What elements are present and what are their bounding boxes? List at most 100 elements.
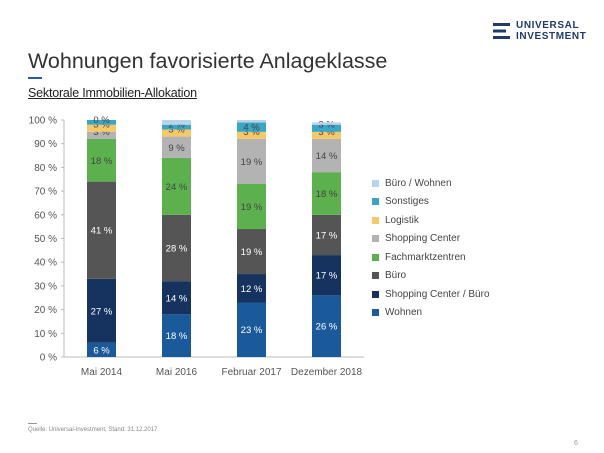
- legend-label: Büro: [385, 270, 407, 282]
- data-label: 19 %: [241, 157, 263, 168]
- data-label: 41 %: [91, 226, 113, 237]
- page-number: 6: [574, 440, 578, 447]
- data-label: 3 %: [93, 127, 110, 138]
- data-label: 19 %: [241, 202, 263, 213]
- data-label: 14 %: [316, 151, 338, 162]
- legend-item-fachmarktzentren: Fachmarktzentren: [372, 248, 490, 267]
- legend-label: Fachmarktzentren: [385, 251, 466, 263]
- data-label: 3 %: [243, 127, 260, 138]
- bar-segment-sonstiges: [162, 124, 191, 130]
- data-label: 12 %: [241, 284, 263, 295]
- y-tick-label: 70 %: [34, 187, 57, 198]
- bar-segment-logistik: [237, 131, 266, 139]
- legend-item-sonstiges: Sonstiges: [372, 193, 490, 212]
- legend-swatch: [372, 253, 379, 261]
- legend-swatch: [372, 179, 379, 187]
- y-tick-label: 20 %: [34, 305, 57, 316]
- data-label: 3 %: [93, 120, 110, 131]
- data-label: 17 %: [316, 230, 338, 241]
- y-tick-label: 60 %: [34, 210, 57, 221]
- legend-swatch: [372, 216, 379, 224]
- legend-item-shopping-center: Shopping Center: [372, 230, 490, 249]
- legend-item-shopping-center-buero: Shopping Center / Büro: [372, 285, 490, 304]
- data-label: 2 %: [168, 120, 185, 131]
- bar-segment-sonstiges: [237, 122, 266, 132]
- data-label: 18 %: [166, 331, 188, 342]
- data-label: 27 %: [91, 306, 113, 317]
- bar-segment-wohnen: [237, 302, 266, 357]
- legend-swatch: [372, 198, 379, 206]
- legend-label: Shopping Center / Büro: [385, 288, 490, 300]
- bar-segment-shopping-center-buero: [237, 274, 266, 303]
- bar-segment-fachmarktzentren: [87, 138, 116, 182]
- bar-segment-shopping-center-buero: [87, 278, 116, 343]
- company-logo: UNIVERSAL INVESTMENT: [492, 20, 592, 44]
- title-accent-rule: [28, 77, 42, 79]
- legend-label: Büro / Wohnen: [385, 177, 452, 189]
- data-label: 17 %: [316, 271, 338, 282]
- bar-segment-buero: [87, 181, 116, 279]
- data-label: 14 %: [166, 293, 188, 304]
- footer-rule: [28, 423, 37, 424]
- bar-segment-logistik: [162, 129, 191, 137]
- data-label: 28 %: [166, 243, 188, 254]
- legend-label: Shopping Center: [385, 233, 461, 245]
- data-label: 18 %: [91, 156, 113, 167]
- bar-segment-buero-wohnen: [162, 120, 191, 125]
- bar-segment-shopping-center-buero: [162, 281, 191, 315]
- data-label: 3 %: [318, 127, 335, 138]
- bar-segment-wohnen: [312, 295, 341, 357]
- data-label: 6 %: [93, 345, 110, 356]
- x-tick-label: Mai 2014: [81, 367, 123, 378]
- bar-segment-logistik: [87, 124, 116, 132]
- legend-label: Wohnen: [385, 307, 423, 319]
- page-title: Wohnungen favorisierte Anlageklasse: [28, 49, 388, 73]
- bar-segment-fachmarktzentren: [162, 157, 191, 215]
- data-label: 3 %: [318, 120, 335, 131]
- data-label: 3 %: [168, 124, 185, 135]
- chart-legend: Büro / Wohnen Sonstiges Logistik Shopping C…: [372, 174, 490, 322]
- logo-text-line1: UNIVERSAL: [516, 20, 580, 31]
- source-note: Quelle: Universal-Investment, Stand: 31.…: [28, 427, 158, 433]
- data-label: 26 %: [316, 322, 338, 333]
- legend-item-buero-wohnen: Büro / Wohnen: [372, 174, 490, 193]
- bar-segment-sonstiges: [87, 120, 116, 125]
- logo-mark-icon: [493, 23, 510, 39]
- legend-swatch: [372, 290, 379, 298]
- legend-swatch: [372, 272, 379, 280]
- bar-segment-buero: [162, 214, 191, 282]
- logo-text-line2: INVESTMENT: [516, 31, 587, 42]
- legend-label: Sonstiges: [385, 196, 429, 208]
- bar-segment-shopping-center: [87, 131, 116, 139]
- bar-segment-buero-wohnen: [237, 120, 266, 123]
- y-tick-label: 10 %: [34, 329, 57, 340]
- legend-swatch: [372, 309, 379, 317]
- data-label: 24 %: [166, 182, 188, 193]
- bar-segment-sonstiges: [312, 124, 341, 132]
- legend-label: Logistik: [385, 214, 419, 226]
- bar-segment-buero: [312, 214, 341, 256]
- bar-segment-fachmarktzentren: [312, 172, 341, 215]
- bar-segment-shopping-center: [237, 138, 266, 184]
- data-label: 4 %: [243, 123, 260, 134]
- bar-segment-wohnen: [162, 314, 191, 357]
- x-tick-label: Februar 2017: [221, 367, 281, 378]
- bar-segment-buero: [237, 229, 266, 275]
- data-label: 19 %: [241, 247, 263, 258]
- legend-item-wohnen: Wohnen: [372, 304, 490, 323]
- bar-segment-shopping-center: [162, 136, 191, 158]
- y-tick-label: 90 %: [34, 139, 57, 150]
- bar-segment-logistik: [312, 131, 341, 139]
- y-tick-label: 40 %: [34, 258, 57, 269]
- bar-segment-shopping-center: [312, 138, 341, 173]
- data-label: 18 %: [316, 189, 338, 200]
- data-label: 23 %: [241, 325, 263, 336]
- bar-segment-buero-wohnen: [312, 122, 341, 125]
- bar-segment-shopping-center-buero: [312, 255, 341, 296]
- data-label: 9 %: [168, 143, 185, 154]
- legend-item-buero: Büro: [372, 267, 490, 286]
- bar-segment-wohnen: [87, 342, 116, 357]
- y-tick-label: 50 %: [34, 234, 57, 245]
- legend-swatch: [372, 235, 379, 243]
